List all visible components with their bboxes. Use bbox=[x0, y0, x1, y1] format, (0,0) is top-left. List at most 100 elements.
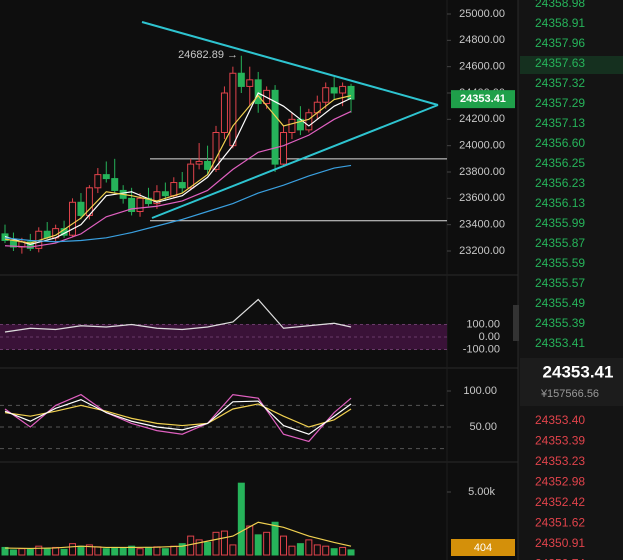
candle-body bbox=[204, 160, 212, 170]
candle-body bbox=[77, 201, 85, 216]
volume-bar bbox=[102, 548, 110, 556]
ask-price: 24357.29 bbox=[535, 96, 585, 110]
candle-body bbox=[136, 197, 144, 212]
volume-bar bbox=[85, 544, 93, 556]
volume-bar bbox=[229, 544, 237, 556]
moving-average bbox=[4, 164, 352, 243]
moving-average bbox=[4, 110, 352, 248]
y-tick-label: 23400.00 bbox=[459, 219, 505, 231]
volume-bar bbox=[237, 482, 245, 556]
volume-tag-label: 404 bbox=[474, 542, 492, 554]
kdj-tick-label: 50.00 bbox=[469, 421, 497, 433]
volume-tag bbox=[451, 539, 515, 556]
candle-body bbox=[178, 182, 186, 189]
candle-body bbox=[195, 160, 203, 165]
kdj-line bbox=[4, 393, 352, 443]
candle-body bbox=[246, 79, 254, 87]
ask-price: 24358.98 bbox=[535, 0, 585, 10]
ask-price: 24356.25 bbox=[535, 156, 585, 170]
kdj-line bbox=[4, 403, 352, 428]
candle-body bbox=[330, 87, 338, 94]
candle-body bbox=[271, 89, 279, 165]
last-price: 24353.41 bbox=[543, 362, 614, 381]
candle-body bbox=[94, 174, 102, 189]
kdj-line bbox=[4, 398, 352, 435]
volume-bar bbox=[305, 539, 313, 556]
volume-bar bbox=[178, 543, 186, 556]
volume-bar bbox=[18, 548, 26, 556]
candle-body bbox=[220, 92, 228, 133]
bid-price: 24353.39 bbox=[535, 434, 585, 448]
bid-price: 24353.40 bbox=[535, 413, 585, 427]
volume-tick-label: 5.00k bbox=[468, 486, 495, 498]
volume-bar bbox=[263, 531, 271, 556]
y-tick-label: 24600.00 bbox=[459, 61, 505, 73]
volume-bar bbox=[94, 546, 102, 556]
ask-price: 24356.23 bbox=[535, 176, 585, 190]
volume-bar bbox=[35, 545, 43, 556]
volume-bar bbox=[187, 535, 195, 556]
volume-bar bbox=[220, 530, 228, 556]
last-price-box bbox=[520, 358, 623, 406]
volume-bar bbox=[119, 547, 127, 556]
order-book-panel bbox=[518, 0, 623, 560]
current-price-tag bbox=[451, 90, 515, 109]
ask-price: 24355.87 bbox=[535, 236, 585, 250]
volume-bar bbox=[128, 545, 136, 556]
volume-bar bbox=[195, 539, 203, 556]
volume-bar bbox=[43, 548, 51, 556]
candle-body bbox=[229, 72, 237, 147]
candle-body bbox=[111, 178, 119, 191]
volume-bar bbox=[271, 521, 279, 556]
panel-handle[interactable] bbox=[513, 305, 519, 341]
y-tick-label: 25000.00 bbox=[459, 8, 505, 20]
bid-price: 24350.91 bbox=[535, 536, 585, 550]
y-tick-label: 24800.00 bbox=[459, 34, 505, 46]
candle-body bbox=[153, 191, 161, 205]
cci-tick-label: 100.00 bbox=[466, 318, 500, 330]
volume-bar bbox=[161, 548, 169, 556]
bid-price: 24352.42 bbox=[535, 495, 585, 509]
volume-bar bbox=[212, 531, 220, 556]
last-price-cny: ¥157566.56 bbox=[540, 388, 599, 400]
ask-price: 24353.41 bbox=[535, 336, 585, 350]
candle-body bbox=[237, 72, 245, 87]
ask-price: 24355.39 bbox=[535, 316, 585, 330]
volume-bar bbox=[170, 545, 178, 556]
volume-bar bbox=[280, 535, 288, 556]
candle-body bbox=[170, 182, 178, 197]
kdj-tick-label: 100.00 bbox=[463, 385, 497, 397]
moving-average bbox=[4, 92, 352, 246]
volume-bar bbox=[339, 546, 347, 556]
ask-price: 24358.91 bbox=[535, 16, 585, 30]
candle-body bbox=[288, 118, 296, 134]
ask-price: 24356.13 bbox=[535, 196, 585, 210]
volume-bar bbox=[144, 546, 152, 556]
cci-line bbox=[4, 298, 352, 333]
candle-body bbox=[161, 191, 169, 197]
volume-bar bbox=[77, 545, 85, 556]
ask-price: 24357.13 bbox=[535, 116, 585, 130]
ask-price: 24355.57 bbox=[535, 276, 585, 290]
bid-price: 24352.98 bbox=[535, 475, 585, 489]
candle-body bbox=[102, 174, 110, 180]
ask-price: 24355.99 bbox=[535, 216, 585, 230]
y-tick-label: 24000.00 bbox=[459, 140, 505, 152]
cci-tick-label: -100.00 bbox=[463, 343, 500, 355]
candle-body bbox=[305, 112, 313, 131]
highlight-row bbox=[520, 56, 623, 74]
volume-ma bbox=[4, 521, 352, 550]
bid-price: 24350.74 bbox=[535, 557, 585, 560]
ask-price: 24356.60 bbox=[535, 136, 585, 150]
candle-body bbox=[69, 201, 77, 236]
volume-bar bbox=[254, 534, 262, 556]
y-tick-label: 23200.00 bbox=[459, 245, 505, 257]
current-price-label: 24353.41 bbox=[460, 93, 506, 105]
trend-line bbox=[151, 104, 439, 219]
candle-body bbox=[280, 132, 288, 165]
candle-body bbox=[322, 87, 330, 103]
y-tick-label: 23800.00 bbox=[459, 166, 505, 178]
candle-body bbox=[254, 79, 262, 105]
volume-bar bbox=[136, 548, 144, 556]
